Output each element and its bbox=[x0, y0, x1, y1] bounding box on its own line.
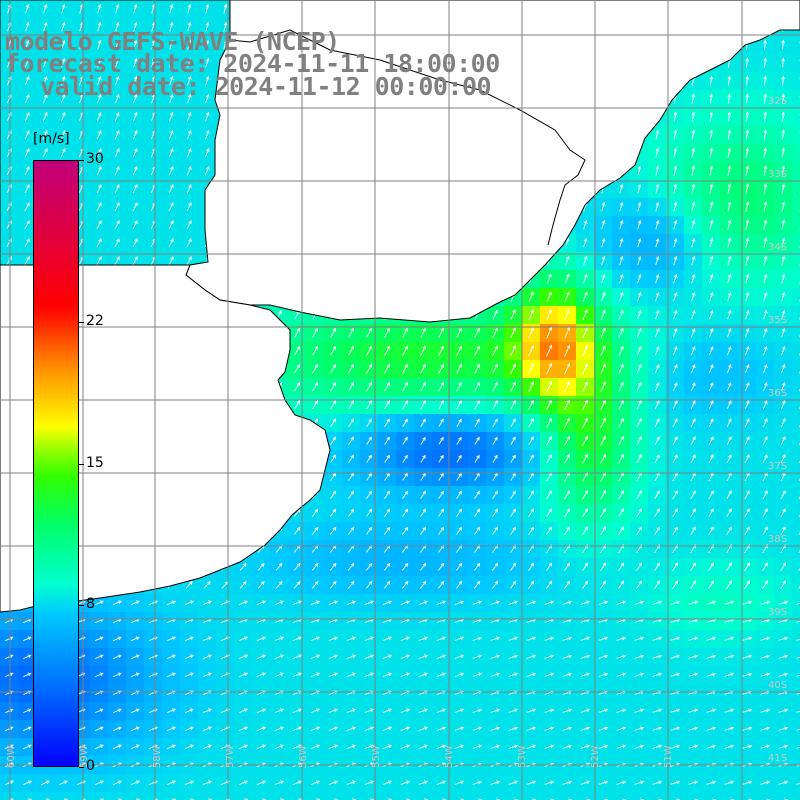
wind-speed-cell bbox=[792, 612, 800, 630]
wind-speed-cell bbox=[792, 522, 800, 540]
wind-speed-cell bbox=[378, 792, 396, 800]
wind-speed-cell bbox=[108, 792, 126, 800]
wind-speed-cell bbox=[216, 792, 234, 800]
wind-speed-cell bbox=[180, 792, 198, 800]
wind-speed-cell bbox=[774, 792, 792, 800]
wind-speed-cell bbox=[306, 792, 324, 800]
wind-speed-cell bbox=[792, 36, 800, 54]
wind-speed-cell bbox=[432, 792, 450, 800]
wind-speed-cell bbox=[792, 630, 800, 648]
wind-speed-cell bbox=[792, 594, 800, 612]
wind-speed-cell bbox=[792, 684, 800, 702]
wind-speed-cell bbox=[504, 792, 522, 800]
wind-speed-cell bbox=[648, 792, 666, 800]
wind-speed-cell bbox=[792, 414, 800, 432]
wind-speed-cell bbox=[792, 360, 800, 378]
wind-speed-cell bbox=[792, 270, 800, 288]
wind-speed-cell bbox=[450, 792, 468, 800]
wind-speed-cell bbox=[792, 72, 800, 90]
wind-speed-cell bbox=[612, 792, 630, 800]
wind-speed-cell bbox=[792, 540, 800, 558]
wind-speed-cell bbox=[288, 792, 306, 800]
wind-speed-cell bbox=[792, 198, 800, 216]
wind-speed-cell bbox=[792, 180, 800, 198]
wind-speed-cell bbox=[792, 576, 800, 594]
wind-speed-cell bbox=[486, 792, 504, 800]
wind-speed-cell bbox=[540, 792, 558, 800]
wind-speed-cell bbox=[792, 558, 800, 576]
wind-speed-cell bbox=[666, 792, 684, 800]
wind-speed-cell bbox=[792, 342, 800, 360]
wind-speed-cell bbox=[36, 792, 54, 800]
wind-speed-cell bbox=[252, 792, 270, 800]
wind-speed-cell bbox=[522, 792, 540, 800]
wind-speed-cell bbox=[792, 738, 800, 756]
wind-speed-cell bbox=[792, 252, 800, 270]
wind-speed-cell bbox=[792, 432, 800, 450]
wind-speed-cell bbox=[792, 108, 800, 126]
wind-speed-cell bbox=[756, 792, 774, 800]
wind-speed-cell bbox=[126, 792, 144, 800]
wind-speed-cell bbox=[324, 792, 342, 800]
wind-speed-cell bbox=[234, 792, 252, 800]
wind-speed-cell bbox=[792, 792, 800, 800]
wind-speed-cell bbox=[792, 162, 800, 180]
wind-speed-cell bbox=[18, 792, 36, 800]
wind-speed-cell bbox=[468, 792, 486, 800]
wind-speed-cell bbox=[792, 90, 800, 108]
wind-speed-cell bbox=[558, 792, 576, 800]
wind-speed-cell bbox=[792, 666, 800, 684]
wind-speed-cell bbox=[792, 702, 800, 720]
wind-speed-cell bbox=[396, 792, 414, 800]
wind-speed-cell bbox=[792, 396, 800, 414]
wind-speed-cell bbox=[792, 126, 800, 144]
wind-speed-cell bbox=[90, 792, 108, 800]
wind-speed-cell bbox=[792, 54, 800, 72]
wind-speed-cell bbox=[0, 792, 18, 800]
wind-speed-cell bbox=[792, 144, 800, 162]
wind-speed-cell bbox=[576, 792, 594, 800]
wind-speed-cell bbox=[792, 324, 800, 342]
wind-speed-cell bbox=[630, 792, 648, 800]
wind-speed-cell bbox=[792, 288, 800, 306]
wind-speed-cell bbox=[792, 378, 800, 396]
wind-speed-cell bbox=[720, 792, 738, 800]
wind-speed-cell bbox=[792, 504, 800, 522]
wind-speed-cell bbox=[792, 306, 800, 324]
wind-speed-cell bbox=[54, 792, 72, 800]
wind-speed-cell bbox=[792, 468, 800, 486]
wind-speed-cell bbox=[792, 648, 800, 666]
wind-speed-cell bbox=[270, 792, 288, 800]
wind-speed-cell bbox=[792, 216, 800, 234]
wind-speed-cell bbox=[792, 450, 800, 468]
wind-speed-cell bbox=[162, 792, 180, 800]
wind-speed-cell bbox=[792, 720, 800, 738]
wind-speed-cell bbox=[414, 792, 432, 800]
wind-speed-cell bbox=[792, 486, 800, 504]
wind-speed-cell bbox=[144, 792, 162, 800]
wind-speed-cell bbox=[792, 234, 800, 252]
wind-speed-cell bbox=[738, 792, 756, 800]
wind-speed-cell bbox=[198, 792, 216, 800]
wind-speed-cell bbox=[684, 792, 702, 800]
wind-speed-cell bbox=[594, 792, 612, 800]
wind-speed-cell bbox=[342, 792, 360, 800]
wind-speed-cell bbox=[72, 792, 90, 800]
wind-speed-cell bbox=[702, 792, 720, 800]
wind-speed-cell bbox=[792, 774, 800, 792]
